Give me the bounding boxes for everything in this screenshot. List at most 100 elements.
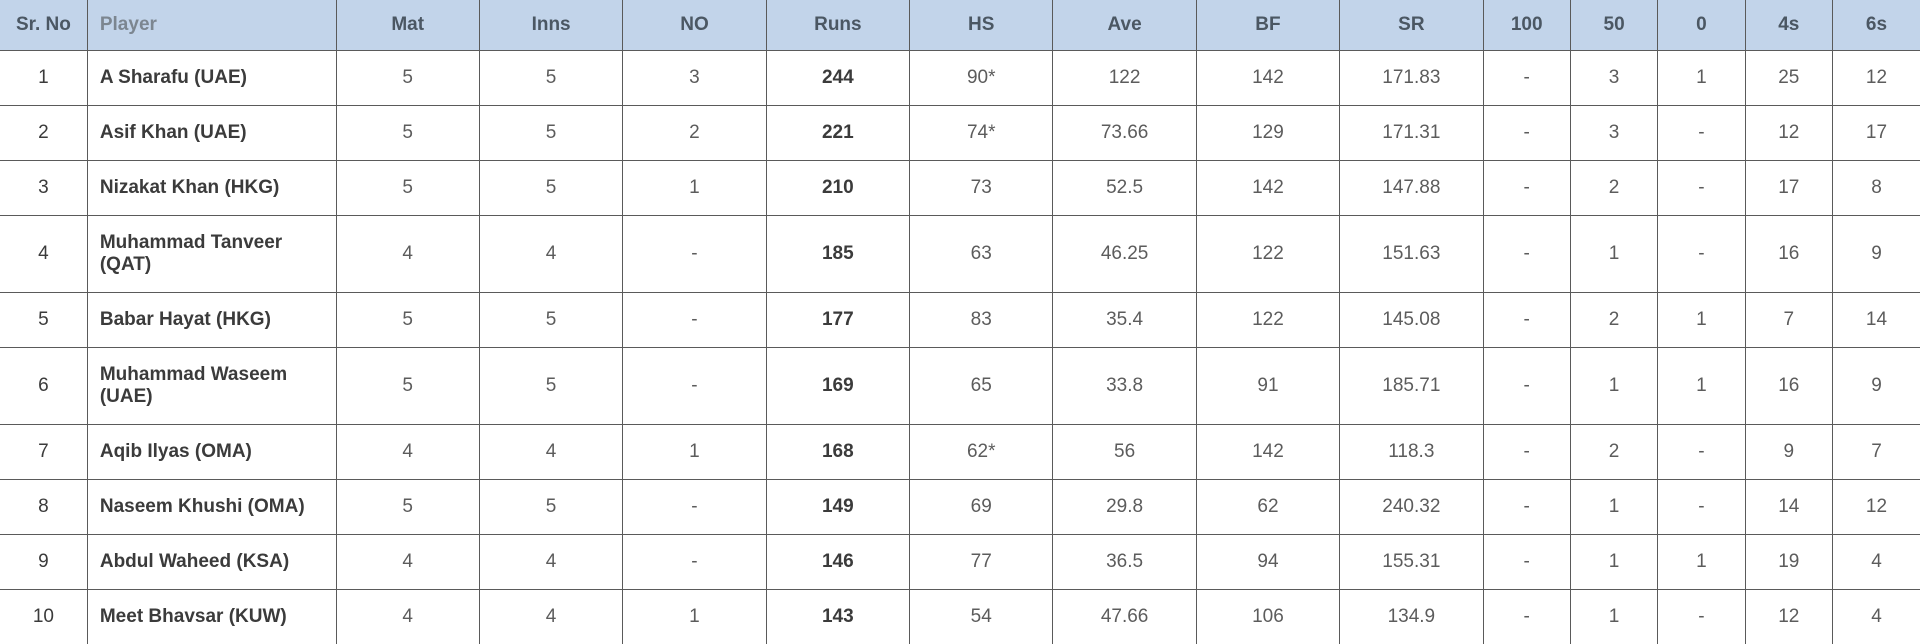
player-cell: Asif Khan (UAE) — [87, 106, 336, 161]
table-row: 9Abdul Waheed (KSA)44-1467736.594155.31-… — [0, 535, 1920, 590]
cell-c6s: 9 — [1832, 216, 1920, 293]
cell-sr: 9 — [0, 535, 87, 590]
cell-ave: 47.66 — [1053, 590, 1196, 644]
cell-mat: 5 — [336, 51, 479, 106]
cell-ave: 36.5 — [1053, 535, 1196, 590]
cell-hs: 62* — [910, 425, 1053, 480]
cell-no: 3 — [623, 51, 766, 106]
cell-c0: 1 — [1658, 535, 1745, 590]
table-row: 6Muhammad Waseem (UAE)55-1696533.891185.… — [0, 348, 1920, 425]
cell-runs: 177 — [766, 293, 909, 348]
player-cell: Aqib Ilyas (OMA) — [87, 425, 336, 480]
cell-mat: 4 — [336, 216, 479, 293]
cell-sr: 4 — [0, 216, 87, 293]
cell-srate: 185.71 — [1340, 348, 1483, 425]
cell-no: - — [623, 535, 766, 590]
col-header-50[interactable]: 50 — [1570, 0, 1657, 51]
cell-c100: - — [1483, 106, 1570, 161]
cell-runs: 168 — [766, 425, 909, 480]
col-header-sr[interactable]: Sr. No — [0, 0, 87, 51]
cell-runs: 143 — [766, 590, 909, 644]
cell-no: 1 — [623, 425, 766, 480]
stats-table: Sr. No Player Mat Inns NO Runs HS Ave BF… — [0, 0, 1920, 644]
cell-runs: 210 — [766, 161, 909, 216]
player-cell: Babar Hayat (HKG) — [87, 293, 336, 348]
col-header-mat[interactable]: Mat — [336, 0, 479, 51]
col-header-6s[interactable]: 6s — [1832, 0, 1920, 51]
col-header-player[interactable]: Player — [87, 0, 336, 51]
cell-no: - — [623, 293, 766, 348]
col-header-runs[interactable]: Runs — [766, 0, 909, 51]
cell-srate: 145.08 — [1340, 293, 1483, 348]
col-header-bf[interactable]: BF — [1196, 0, 1339, 51]
col-header-100[interactable]: 100 — [1483, 0, 1570, 51]
cell-hs: 63 — [910, 216, 1053, 293]
player-cell: Naseem Khushi (OMA) — [87, 480, 336, 535]
cell-bf: 106 — [1196, 590, 1339, 644]
cell-mat: 5 — [336, 480, 479, 535]
cell-mat: 5 — [336, 161, 479, 216]
player-cell: A Sharafu (UAE) — [87, 51, 336, 106]
cell-ave: 73.66 — [1053, 106, 1196, 161]
cell-srate: 118.3 — [1340, 425, 1483, 480]
col-header-sr[interactable]: SR — [1340, 0, 1483, 51]
cell-runs: 146 — [766, 535, 909, 590]
player-cell: Meet Bhavsar (KUW) — [87, 590, 336, 644]
player-cell: Nizakat Khan (HKG) — [87, 161, 336, 216]
cell-c50: 1 — [1570, 348, 1657, 425]
col-header-0[interactable]: 0 — [1658, 0, 1745, 51]
col-header-hs[interactable]: HS — [910, 0, 1053, 51]
cell-c4s: 25 — [1745, 51, 1832, 106]
cell-ave: 35.4 — [1053, 293, 1196, 348]
cell-ave: 122 — [1053, 51, 1196, 106]
table-row: 1A Sharafu (UAE)55324490*122142171.83-31… — [0, 51, 1920, 106]
cell-c0: 1 — [1658, 51, 1745, 106]
cell-c0: - — [1658, 216, 1745, 293]
cell-ave: 33.8 — [1053, 348, 1196, 425]
col-header-ave[interactable]: Ave — [1053, 0, 1196, 51]
cell-ave: 29.8 — [1053, 480, 1196, 535]
cell-c6s: 4 — [1832, 590, 1920, 644]
table-row: 8Naseem Khushi (OMA)55-1496929.862240.32… — [0, 480, 1920, 535]
cell-sr: 1 — [0, 51, 87, 106]
cell-c50: 1 — [1570, 535, 1657, 590]
cell-hs: 54 — [910, 590, 1053, 644]
cell-hs: 90* — [910, 51, 1053, 106]
cell-c4s: 19 — [1745, 535, 1832, 590]
cell-bf: 91 — [1196, 348, 1339, 425]
table-body: 1A Sharafu (UAE)55324490*122142171.83-31… — [0, 51, 1920, 644]
table-header: Sr. No Player Mat Inns NO Runs HS Ave BF… — [0, 0, 1920, 51]
player-cell: Muhammad Waseem (UAE) — [87, 348, 336, 425]
cell-hs: 74* — [910, 106, 1053, 161]
cell-hs: 83 — [910, 293, 1053, 348]
cell-srate: 155.31 — [1340, 535, 1483, 590]
cell-c50: 2 — [1570, 161, 1657, 216]
cell-c0: - — [1658, 590, 1745, 644]
cell-c50: 3 — [1570, 51, 1657, 106]
table-row: 7Aqib Ilyas (OMA)44116862*56142118.3-2-9… — [0, 425, 1920, 480]
table-row: 3Nizakat Khan (HKG)5512107352.5142147.88… — [0, 161, 1920, 216]
col-header-inns[interactable]: Inns — [479, 0, 622, 51]
cell-c0: - — [1658, 425, 1745, 480]
cell-no: - — [623, 348, 766, 425]
col-header-no[interactable]: NO — [623, 0, 766, 51]
cell-no: - — [623, 480, 766, 535]
cell-c100: - — [1483, 480, 1570, 535]
cell-hs: 77 — [910, 535, 1053, 590]
col-header-4s[interactable]: 4s — [1745, 0, 1832, 51]
cell-c0: - — [1658, 161, 1745, 216]
cell-sr: 7 — [0, 425, 87, 480]
cell-inns: 5 — [479, 348, 622, 425]
cell-c50: 1 — [1570, 590, 1657, 644]
cell-mat: 5 — [336, 293, 479, 348]
cell-inns: 5 — [479, 106, 622, 161]
cell-sr: 6 — [0, 348, 87, 425]
cell-c4s: 12 — [1745, 106, 1832, 161]
cell-c0: - — [1658, 480, 1745, 535]
cell-c6s: 14 — [1832, 293, 1920, 348]
cell-c6s: 7 — [1832, 425, 1920, 480]
cell-c100: - — [1483, 535, 1570, 590]
cell-inns: 5 — [479, 161, 622, 216]
cell-ave: 52.5 — [1053, 161, 1196, 216]
cell-mat: 4 — [336, 590, 479, 644]
